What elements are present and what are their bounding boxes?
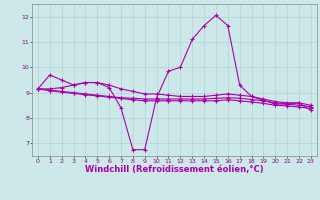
X-axis label: Windchill (Refroidissement éolien,°C): Windchill (Refroidissement éolien,°C)	[85, 165, 264, 174]
